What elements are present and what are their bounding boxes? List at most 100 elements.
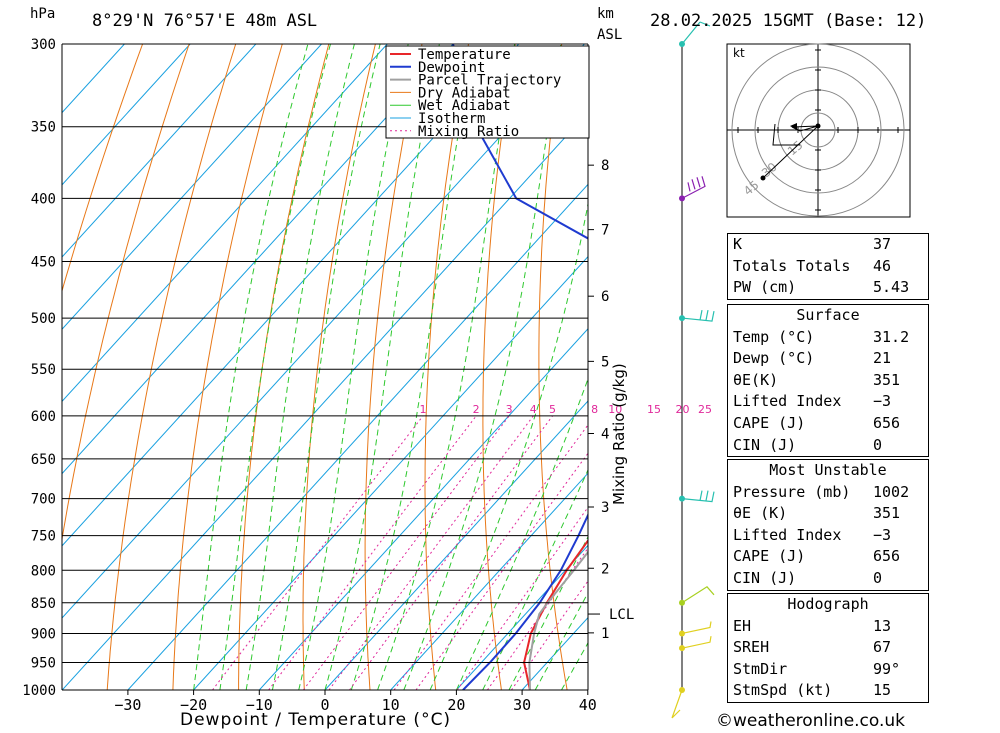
height-tick-label: 5: [601, 354, 609, 370]
surface-value: 351: [873, 370, 901, 389]
height-tick-label: 2: [601, 561, 609, 577]
hodograph-row: StmDir 99°: [728, 659, 928, 681]
surface-value: 31.2: [873, 327, 910, 346]
station-title: 8°29'N 76°57'E 48m ASL: [92, 11, 318, 31]
index-row-pw: PW (cm) 5.43: [733, 278, 910, 297]
legend-entry: Mixing Ratio: [418, 124, 519, 140]
height-tick-label: 7: [601, 223, 609, 239]
hodograph-storm-dot: [760, 175, 766, 181]
isotherm-line: [258, 328, 588, 690]
mixing-ratio-line: [393, 424, 588, 690]
surface-row: Temp (°C) 31.2: [728, 327, 928, 349]
mixing-ratio-line: [456, 506, 588, 690]
hodograph-unit-label: kt: [733, 46, 745, 60]
x-tick-label: −10: [246, 696, 273, 714]
legend-entry: Temperature: [418, 47, 511, 63]
lcl-label: LCL: [609, 607, 634, 623]
surface-key: Dewp (°C): [733, 349, 815, 368]
most-unstable-row: Pressure (mb) 1002: [728, 482, 928, 504]
most-unstable-value: 1002: [873, 482, 910, 501]
pressure-tick-label: 650: [31, 452, 56, 468]
x-tick-label: 20: [447, 696, 465, 714]
hodograph-value: 67: [873, 638, 892, 657]
wet-adiabat-line: [377, 44, 516, 690]
most-unstable-value: −3: [873, 525, 892, 544]
most-unstable-key: Pressure (mb): [733, 482, 851, 501]
x-axis-title: Dewpoint / Temperature (°C): [180, 710, 452, 730]
wind-barb: [681, 309, 715, 322]
footer-credit[interactable]: ©weatheronline.co.uk: [716, 711, 906, 731]
dry-adiabat-line: [238, 44, 330, 690]
pressure-tick-label: 550: [31, 362, 56, 378]
height-tick-label: 4: [601, 427, 609, 443]
parcel-trajectory-line: [528, 550, 588, 690]
isotherm-line: [62, 44, 585, 619]
pressure-tick-label: 600: [31, 409, 56, 425]
hodograph-key: EH: [733, 616, 752, 635]
wind-barb: [681, 621, 712, 635]
surface-row: CAPE (J) 656: [728, 413, 928, 435]
pressure-tick-label: 800: [31, 563, 56, 579]
hodograph-value: 13: [873, 616, 892, 635]
x-tick-label: 30: [513, 696, 531, 714]
legend-box: [385, 45, 590, 139]
most-unstable-title: Most Unstable: [769, 461, 887, 479]
pressure-tick-label: 1000: [22, 683, 56, 699]
surface-key: Temp (°C): [733, 327, 815, 346]
hodograph-value: 99°: [873, 659, 901, 678]
pressure-tick-label: 350: [31, 120, 56, 136]
legend-entry: Parcel Trajectory: [418, 73, 561, 89]
most-unstable-row: θE (K) 351: [728, 503, 928, 525]
surface-key: Lifted Index: [733, 392, 842, 411]
isotherm-line: [127, 183, 588, 690]
mixing-ratio-label: 3: [506, 403, 513, 416]
dry-adiabat-line: [981, 44, 1000, 690]
wind-barb: [671, 689, 683, 719]
surface-value: 0: [873, 435, 883, 454]
wind-barb-stroke: [681, 309, 715, 322]
hodograph-key: StmSpd (kt): [733, 681, 833, 700]
hodograph-storm-vector: [762, 125, 819, 179]
indices-most-unstable-panel: Most Unstable Pressure (mb) 1002 θE (K) 351…: [727, 459, 929, 591]
isotherm-line: [193, 255, 588, 690]
wind-barb-stroke: [681, 621, 712, 635]
mixing-ratio-label: 2: [473, 403, 480, 416]
mixing-ratio-line: [328, 415, 534, 690]
isotherm-line: [62, 111, 588, 690]
isotherm-line: [62, 44, 322, 330]
mixing-ratio-line: [486, 547, 588, 690]
hodograph-ring: [754, 66, 882, 194]
isotherm-line: [62, 44, 191, 186]
x-tick-label: 0: [320, 696, 329, 714]
most-unstable-key: CAPE (J): [733, 547, 806, 566]
mixing-ratio-label: 25: [698, 403, 712, 416]
wet-adiabat-line: [429, 201, 588, 690]
hodograph-value: 15: [873, 681, 892, 700]
most-unstable-row: CIN (J) 0: [728, 568, 928, 590]
surface-row: Dewp (°C) 21: [728, 348, 928, 370]
x-tick-label: 40: [579, 696, 597, 714]
hodograph-origin-dot: [815, 123, 821, 129]
wind-barb: [681, 176, 706, 199]
surface-key: CAPE (J): [733, 413, 806, 432]
dewpoint-line: [452, 44, 588, 690]
hodograph-key: SREH: [733, 638, 770, 657]
wet-adiabat-line: [455, 377, 588, 690]
surface-key: θE(K): [733, 370, 779, 389]
dry-adiabat-line: [172, 44, 283, 690]
isotherm-line: [62, 44, 520, 547]
surface-value: 21: [873, 349, 892, 368]
most-unstable-key: θE (K): [733, 504, 788, 523]
wind-barb-stroke: [681, 636, 712, 649]
mixing-ratio-line: [302, 415, 510, 690]
hodograph-row: SREH 67: [728, 637, 928, 659]
legend-entry: Wet Adiabat: [418, 98, 511, 114]
pressure-tick-label: 850: [31, 596, 56, 612]
pressure-tick-label: 400: [31, 191, 56, 207]
most-unstable-value: 351: [873, 504, 901, 523]
hodograph-row: StmSpd (kt) 15: [728, 680, 928, 702]
height-tick-label: 3: [601, 500, 609, 516]
wet-adiabat-line: [508, 535, 588, 690]
